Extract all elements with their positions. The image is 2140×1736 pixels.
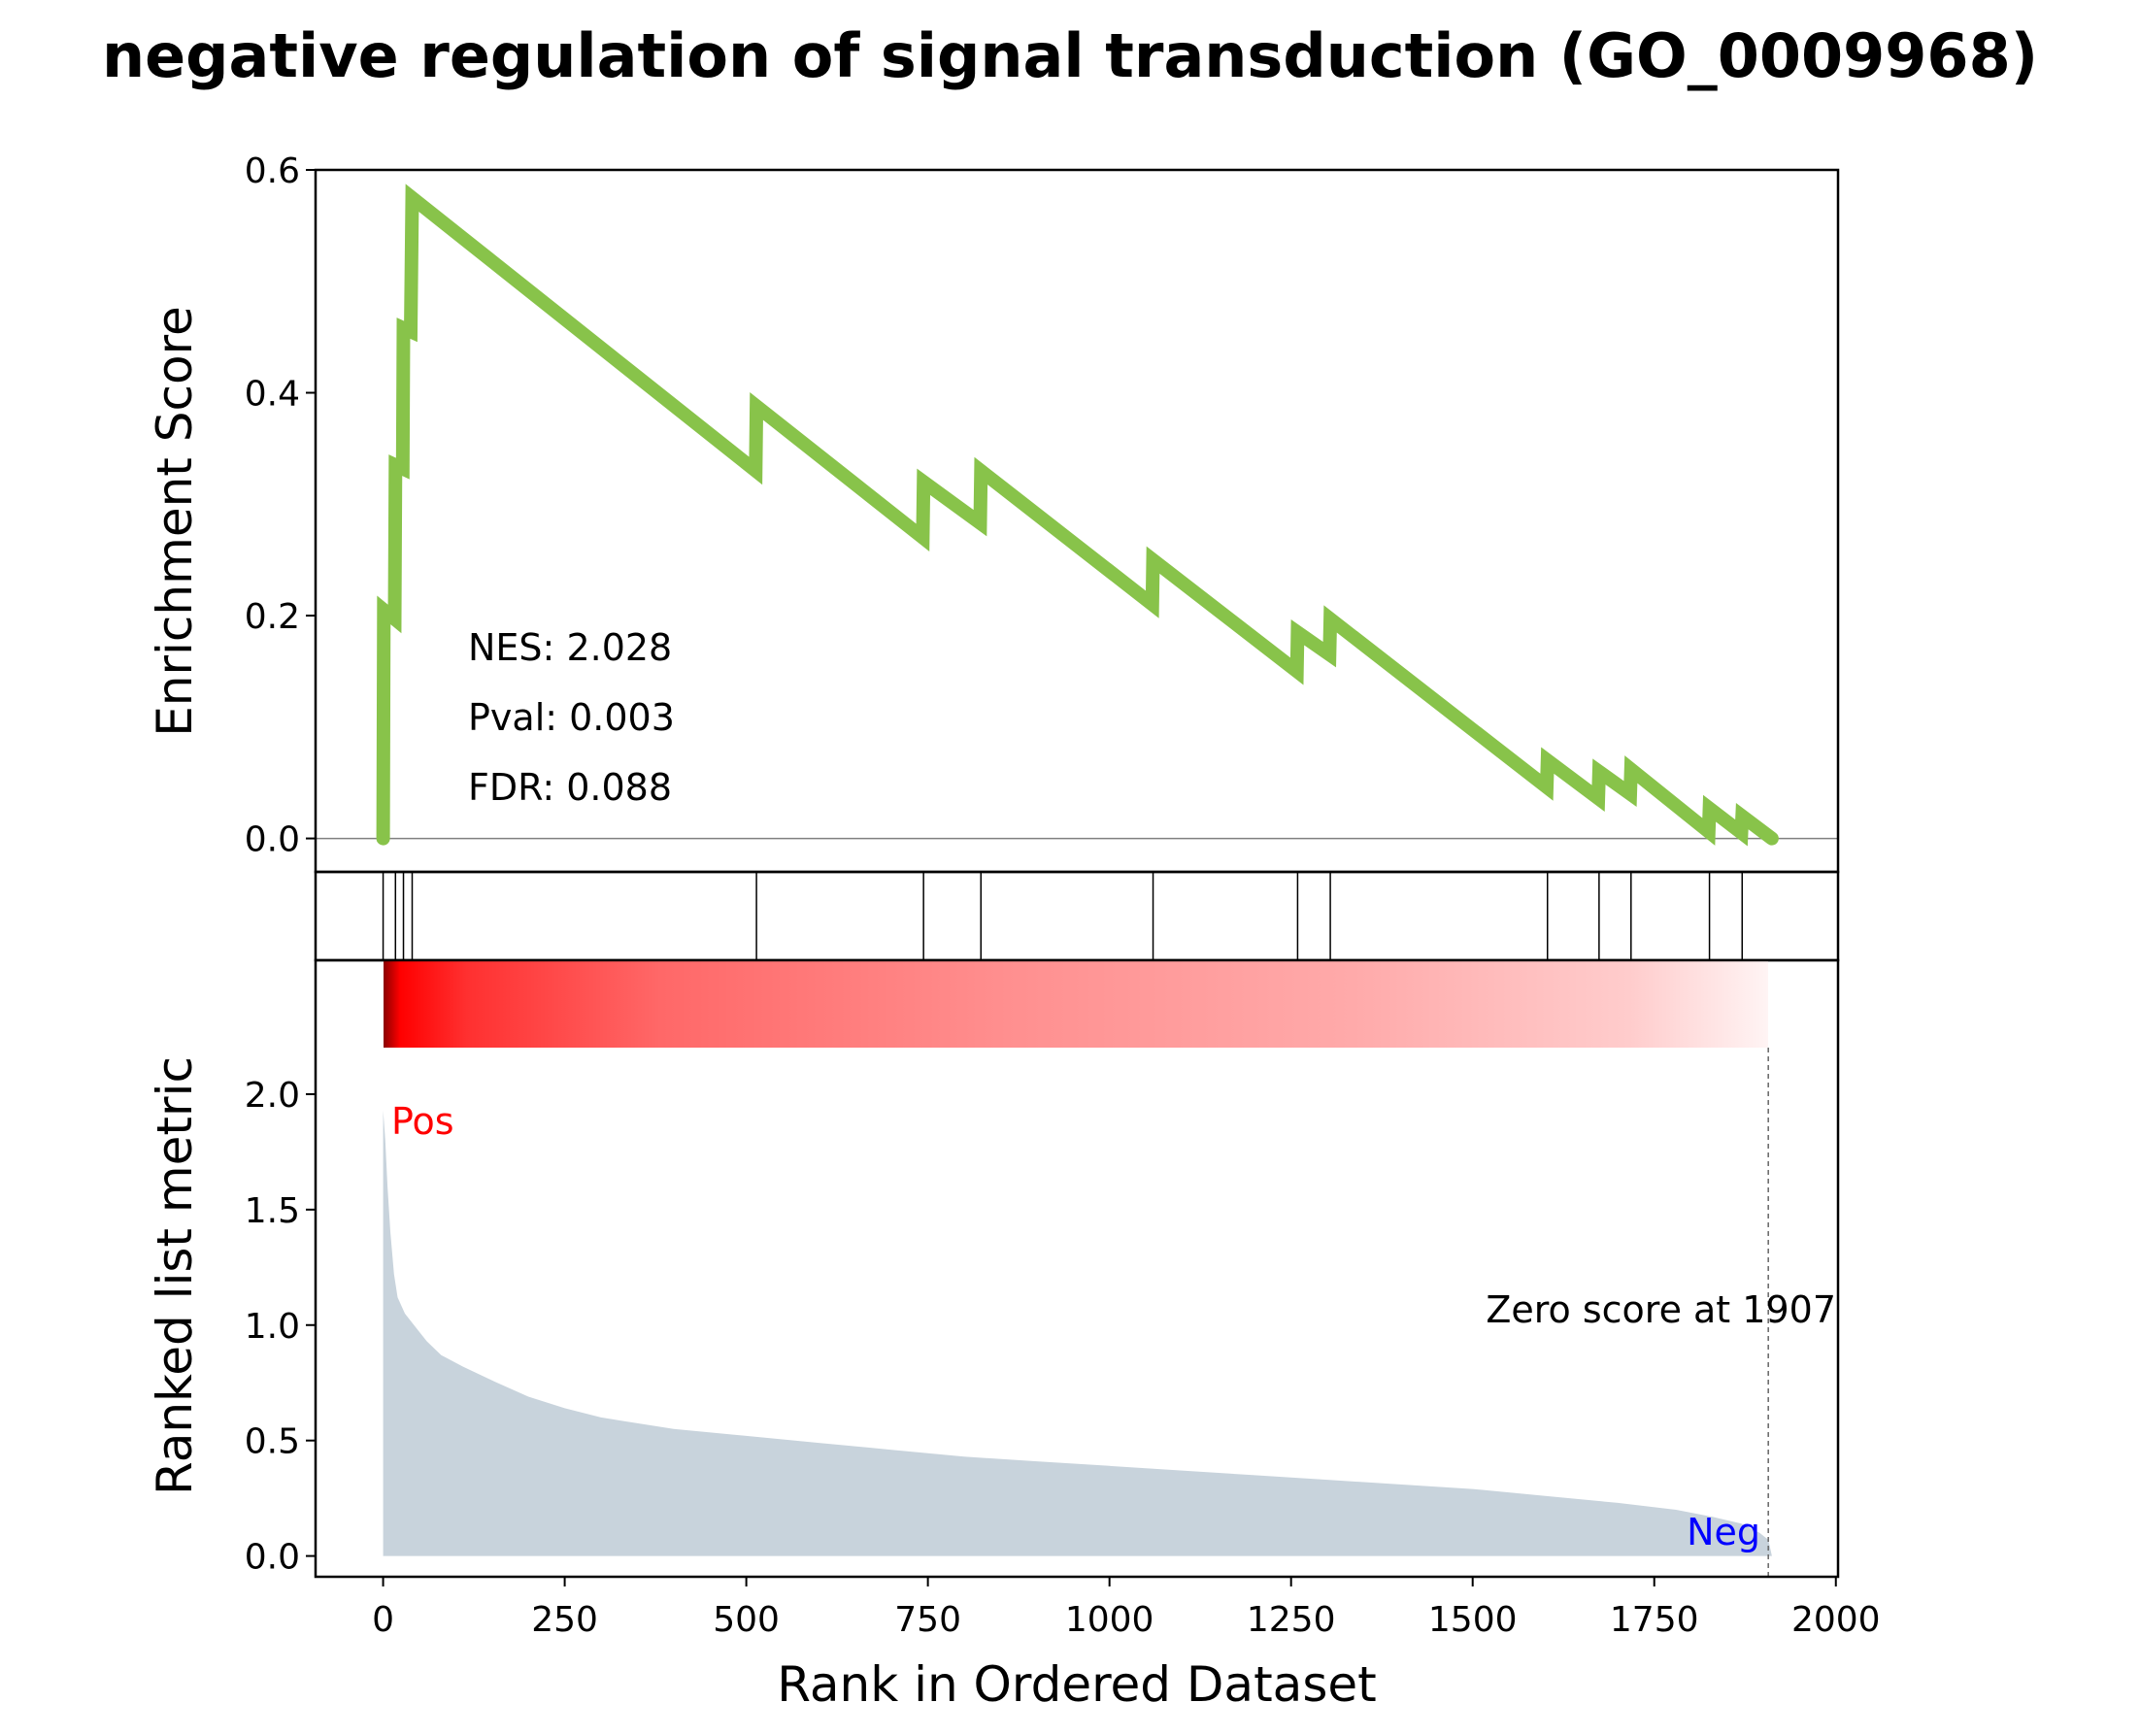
es-y-tick-label: 0.6 bbox=[245, 151, 300, 191]
es-y-ticks: 0.0 0.2 0.4 0.6 bbox=[245, 151, 316, 860]
rank-y-tick-label: 0.0 bbox=[245, 1538, 300, 1578]
rank-panel: 0.0 0.5 1.0 1.5 2.0 0 250 500 750 1000 1250 1500 17… bbox=[147, 958, 1881, 1713]
x-tick-label: 500 bbox=[713, 1600, 780, 1640]
pval-label: Pval: 0.003 bbox=[468, 696, 675, 739]
hits-panel bbox=[314, 870, 1840, 962]
x-tick-label: 1000 bbox=[1065, 1600, 1154, 1640]
rank-panel-frame bbox=[314, 958, 1840, 1579]
x-tick-label: 750 bbox=[894, 1600, 961, 1640]
es-y-tick-label: 0.2 bbox=[245, 597, 300, 637]
rank-x-ticks: 0 250 500 750 1000 1250 1500 1750 2000 bbox=[372, 1577, 1881, 1640]
es-panel: 0.0 0.2 0.4 0.6 NES: 2.028 Pval: 0.003 FDR:… bbox=[147, 151, 1840, 874]
rank-y-tick-label: 0.5 bbox=[245, 1422, 300, 1462]
x-tick-label: 0 bbox=[372, 1600, 394, 1640]
rank-y-tick-label: 1.5 bbox=[245, 1191, 300, 1231]
chart-title: negative regulation of signal transducti… bbox=[102, 20, 2038, 91]
rank-y-axis-label: Ranked list metric bbox=[147, 1056, 203, 1495]
hits-panel-frame bbox=[314, 870, 1840, 962]
rank-metric-area bbox=[383, 1110, 1772, 1556]
es-line bbox=[376, 184, 1779, 847]
nes-label: NES: 2.028 bbox=[468, 626, 672, 669]
neg-label: Neg bbox=[1687, 1511, 1760, 1553]
hit-marks bbox=[382, 872, 1744, 960]
x-axis-label: Rank in Ordered Dataset bbox=[777, 1656, 1376, 1713]
x-tick-label: 250 bbox=[531, 1600, 598, 1640]
x-tick-label: 2000 bbox=[1791, 1600, 1881, 1640]
x-tick-label: 1500 bbox=[1428, 1600, 1518, 1640]
es-y-axis-label: Enrichment Score bbox=[147, 306, 203, 737]
rank-heatmap bbox=[384, 960, 1768, 1048]
rank-y-tick-label: 2.0 bbox=[245, 1076, 300, 1116]
pos-label: Pos bbox=[391, 1100, 454, 1143]
es-y-tick-label: 0.0 bbox=[245, 820, 300, 860]
fdr-label: FDR: 0.088 bbox=[468, 766, 672, 809]
rank-y-tick-label: 1.0 bbox=[245, 1307, 300, 1347]
x-tick-label: 1250 bbox=[1247, 1600, 1336, 1640]
es-y-tick-label: 0.4 bbox=[245, 375, 300, 415]
x-tick-label: 1750 bbox=[1610, 1600, 1699, 1640]
rank-y-ticks: 0.0 0.5 1.0 1.5 2.0 bbox=[245, 1076, 316, 1578]
zero-score-label: Zero score at 1907 bbox=[1486, 1288, 1836, 1331]
